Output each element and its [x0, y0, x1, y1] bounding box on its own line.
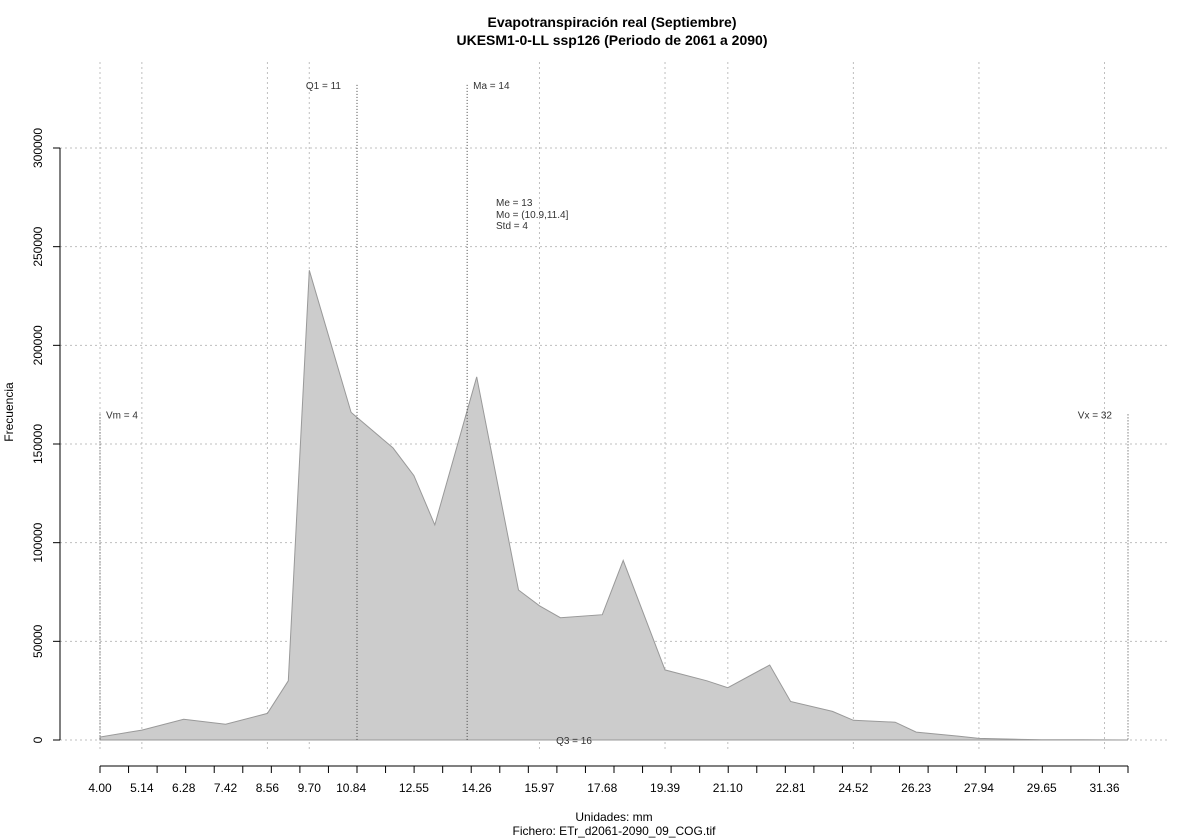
marker-label-vm: Vm = 4 [106, 410, 138, 421]
marker-label-q1: Q1 = 11 [306, 81, 342, 92]
x-tick-label: 19.39 [650, 781, 680, 795]
x-tick-label: 6.28 [172, 781, 196, 795]
y-tick-label: 100000 [31, 522, 45, 562]
x-tick-label: 7.42 [214, 781, 238, 795]
x-tick-label: 27.94 [964, 781, 994, 795]
frequency-area [99, 270, 1129, 741]
x-tick-label: 5.14 [130, 781, 154, 795]
marker-label-vx: Vx = 32 [1078, 410, 1113, 421]
x-tick-label: 21.10 [713, 781, 743, 795]
marker-label-ma: Ma = 14 [473, 81, 510, 92]
y-tick-label: 0 [31, 736, 45, 743]
y-tick-label: 200000 [31, 325, 45, 365]
chart-subtitle: UKESM1-0-LL ssp126 (Periodo de 2061 a 20… [457, 32, 768, 48]
grid-lines [60, 62, 1170, 750]
footer-filename: Fichero: ETr_d2061-2090_09_COG.tif [513, 824, 717, 838]
y-axis: 0 50000 100000 150000 200000 250000 300000 [31, 128, 61, 743]
x-tick-label: 8.56 [256, 781, 280, 795]
x-tick-label: 15.97 [524, 781, 554, 795]
x-tick-label: 31.36 [1089, 781, 1119, 795]
q3-label: Q3 = 16 [556, 736, 592, 747]
stats-mo: Mo = (10.9,11.4] [496, 210, 569, 221]
y-tick-label: 150000 [31, 424, 45, 464]
x-tick-label: 14.26 [462, 781, 492, 795]
x-tick-label: 12.55 [399, 781, 429, 795]
x-tick-label: 9.70 [298, 781, 322, 795]
x-tick-label: 29.65 [1027, 781, 1057, 795]
y-tick-label: 250000 [31, 226, 45, 266]
x-axis-label: Unidades: mm [575, 810, 652, 824]
marker-lines: Vm = 4 Q1 = 11 Ma = 14 Vx = 32 [99, 81, 1129, 740]
x-tick-label: 24.52 [838, 781, 868, 795]
x-tick-label: 10.84 [336, 781, 366, 795]
y-axis-label: Frecuencia [2, 382, 16, 442]
stats-me: Me = 13 [496, 198, 533, 209]
x-tick-label: 22.81 [776, 781, 806, 795]
x-tick-label: 26.23 [901, 781, 931, 795]
y-tick-label: 300000 [31, 128, 45, 168]
x-axis: 4.00 5.14 6.28 7.42 8.56 9.70 10.84 12.55 14.26 1… [88, 765, 1129, 795]
chart-title: Evapotranspiración real (Septiembre) [488, 14, 737, 30]
y-tick-label: 50000 [31, 624, 45, 658]
x-tick-label: 4.00 [88, 781, 112, 795]
stats-std: Std = 4 [496, 221, 528, 232]
x-tick-label: 17.68 [587, 781, 617, 795]
